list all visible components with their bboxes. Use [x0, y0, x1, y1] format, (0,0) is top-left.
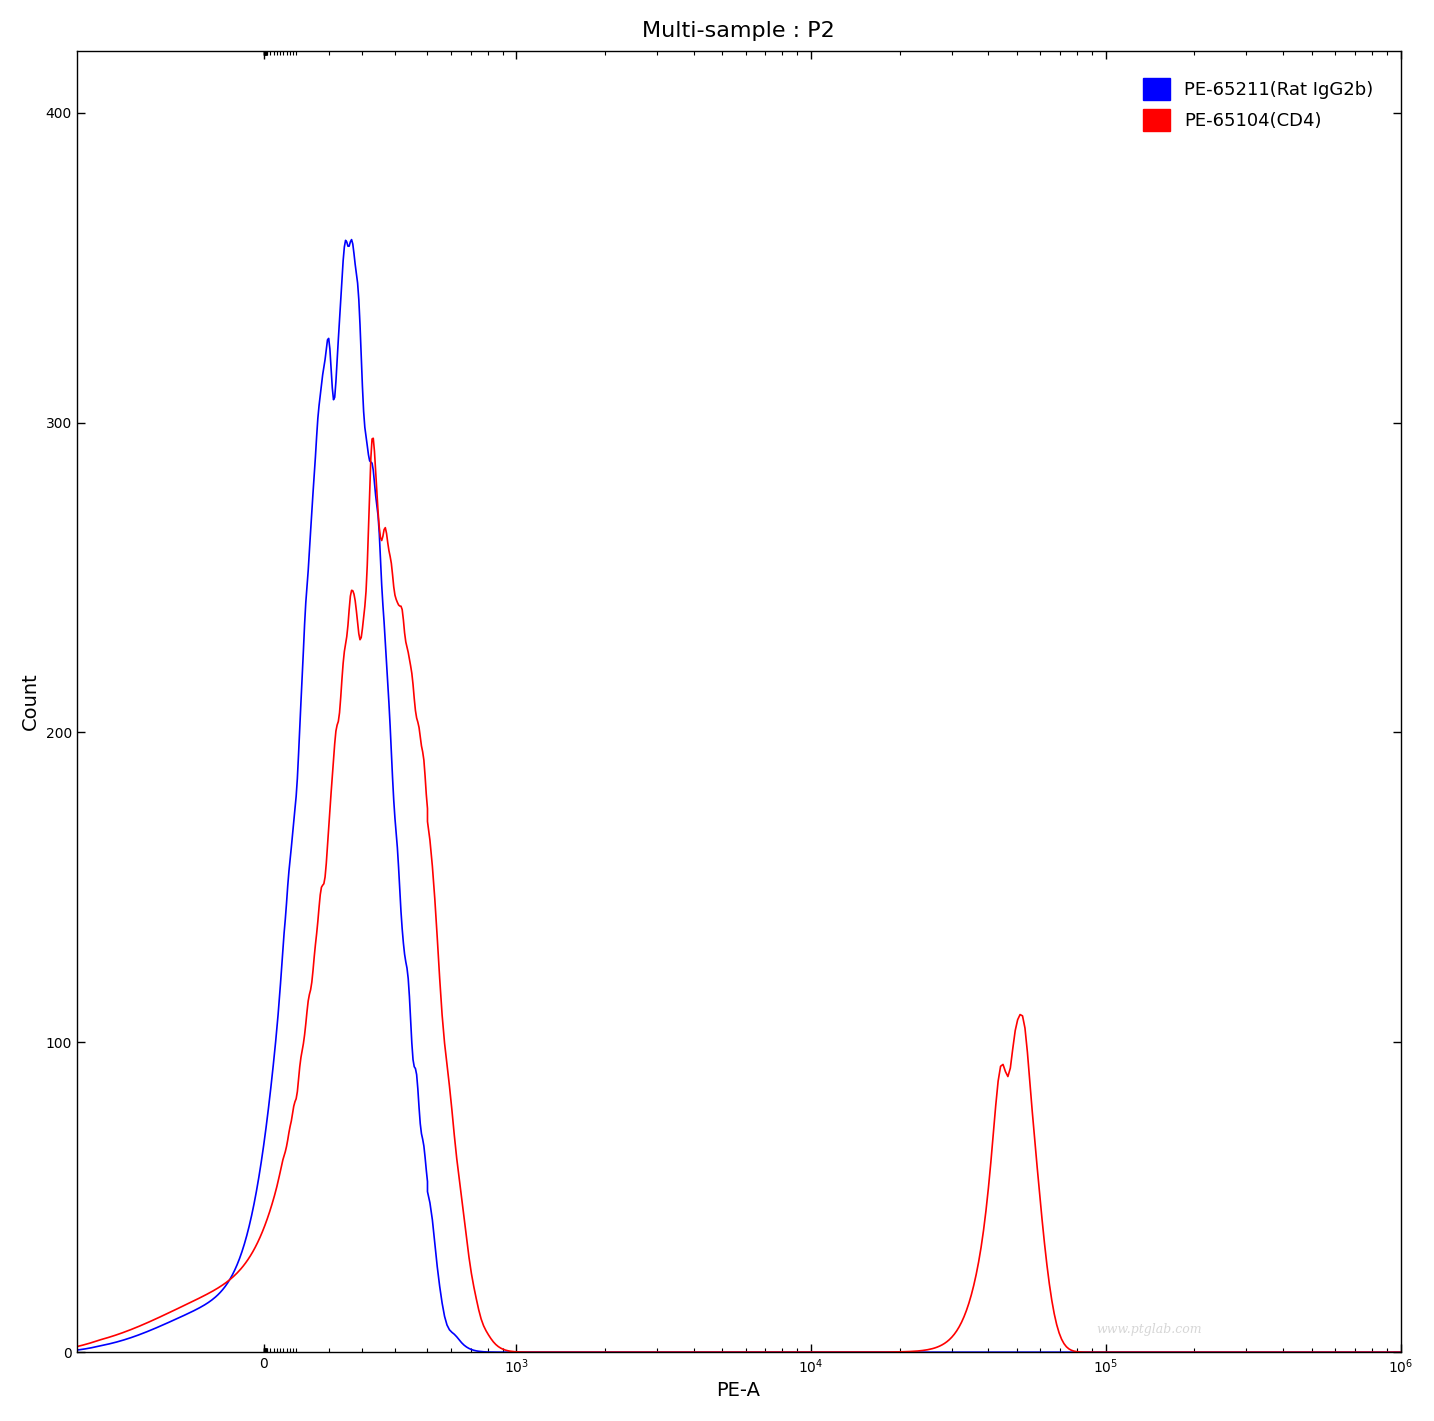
X-axis label: PE-A: PE-A [717, 1381, 760, 1400]
Legend: PE-65211(Rat IgG2b), PE-65104(CD4): PE-65211(Rat IgG2b), PE-65104(CD4) [1124, 60, 1391, 149]
Text: www.ptglab.com: www.ptglab.com [1096, 1323, 1202, 1336]
Title: Multi-sample : P2: Multi-sample : P2 [642, 21, 835, 41]
Y-axis label: Count: Count [22, 672, 40, 730]
